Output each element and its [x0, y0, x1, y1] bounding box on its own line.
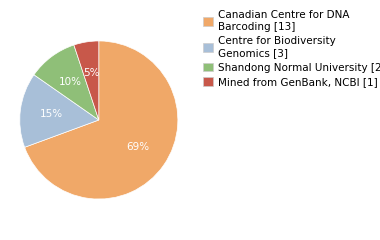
Wedge shape — [25, 41, 178, 199]
Wedge shape — [74, 41, 99, 120]
Text: 69%: 69% — [126, 142, 149, 152]
Text: 5%: 5% — [83, 68, 100, 78]
Wedge shape — [20, 75, 99, 147]
Text: 15%: 15% — [40, 109, 63, 119]
Legend: Canadian Centre for DNA
Barcoding [13], Centre for Biodiversity
Genomics [3], Sh: Canadian Centre for DNA Barcoding [13], … — [203, 10, 380, 87]
Text: 10%: 10% — [59, 77, 82, 87]
Wedge shape — [34, 45, 99, 120]
